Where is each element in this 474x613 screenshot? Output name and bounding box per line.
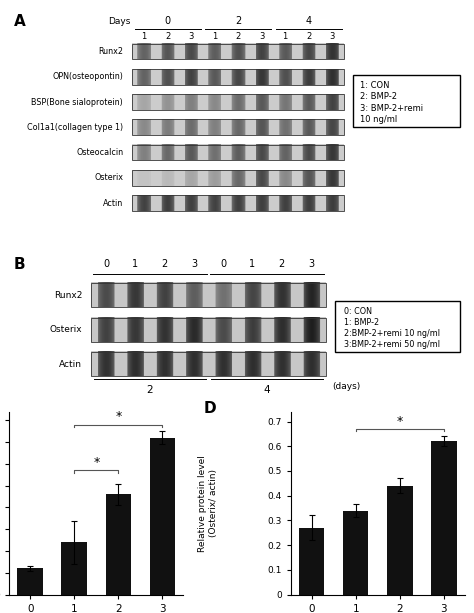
Bar bbox=[132, 120, 344, 135]
Text: Days: Days bbox=[108, 17, 130, 26]
FancyBboxPatch shape bbox=[353, 75, 460, 128]
Text: 3: 3 bbox=[329, 32, 335, 41]
Text: *: * bbox=[397, 414, 403, 428]
Bar bbox=[132, 170, 344, 186]
Text: Runx2: Runx2 bbox=[98, 47, 123, 56]
Text: 1: CON: 1: CON bbox=[360, 81, 389, 90]
Bar bbox=[106, 495, 131, 595]
Text: Osterix: Osterix bbox=[50, 326, 82, 334]
Bar bbox=[91, 283, 326, 308]
Text: 1: 1 bbox=[249, 259, 255, 268]
Text: 10 ng/ml: 10 ng/ml bbox=[360, 115, 397, 124]
Bar bbox=[91, 318, 326, 342]
Bar bbox=[132, 94, 344, 110]
Text: BSP(Bone sialoprotein): BSP(Bone sialoprotein) bbox=[31, 97, 123, 107]
Bar bbox=[18, 568, 43, 595]
Text: 4: 4 bbox=[264, 385, 271, 395]
Bar bbox=[299, 528, 324, 595]
Text: 1: 1 bbox=[283, 32, 288, 41]
Text: 3: 3 bbox=[189, 32, 194, 41]
Text: Osterix: Osterix bbox=[94, 173, 123, 182]
Text: 2: 2 bbox=[306, 32, 311, 41]
Text: A: A bbox=[14, 15, 26, 29]
Y-axis label: Relative protein level
(Osterix/ actin): Relative protein level (Osterix/ actin) bbox=[199, 455, 218, 552]
Text: Osteocalcin: Osteocalcin bbox=[76, 148, 123, 157]
Text: *: * bbox=[115, 410, 121, 424]
FancyBboxPatch shape bbox=[335, 301, 460, 352]
Text: 2: 2 bbox=[236, 32, 241, 41]
Text: Actin: Actin bbox=[103, 199, 123, 208]
Text: 3: 3 bbox=[191, 259, 197, 268]
Text: 2:BMP-2+remi 10 ng/ml: 2:BMP-2+remi 10 ng/ml bbox=[344, 329, 440, 338]
Text: D: D bbox=[204, 401, 217, 416]
Text: 2: 2 bbox=[146, 385, 153, 395]
Text: *: * bbox=[93, 456, 100, 469]
Text: OPN(osteopontin): OPN(osteopontin) bbox=[52, 72, 123, 82]
Text: Actin: Actin bbox=[59, 360, 82, 368]
Text: 1: 1 bbox=[132, 259, 138, 268]
Bar bbox=[132, 196, 344, 211]
Text: 0: CON: 0: CON bbox=[344, 306, 372, 316]
Text: 3:BMP-2+remi 50 ng/ml: 3:BMP-2+remi 50 ng/ml bbox=[344, 340, 440, 349]
Text: B: B bbox=[14, 257, 26, 272]
Text: Runx2: Runx2 bbox=[54, 291, 82, 300]
Text: (days): (days) bbox=[333, 382, 361, 391]
Text: 2: BMP-2: 2: BMP-2 bbox=[360, 93, 397, 101]
Bar bbox=[132, 44, 344, 59]
Text: Col1a1(collagen type 1): Col1a1(collagen type 1) bbox=[27, 123, 123, 132]
Text: 2: 2 bbox=[279, 259, 285, 268]
Text: 0: 0 bbox=[164, 15, 171, 26]
Text: 3: BMP-2+remi: 3: BMP-2+remi bbox=[360, 104, 423, 113]
Text: 3: 3 bbox=[259, 32, 264, 41]
Bar bbox=[62, 543, 87, 595]
Text: 0: 0 bbox=[103, 259, 109, 268]
Bar bbox=[150, 438, 175, 595]
Bar bbox=[387, 486, 412, 595]
Bar bbox=[343, 511, 368, 595]
Text: 2: 2 bbox=[235, 15, 241, 26]
Bar bbox=[132, 145, 344, 161]
Text: 4: 4 bbox=[306, 15, 312, 26]
Text: 1: 1 bbox=[212, 32, 217, 41]
Bar bbox=[132, 69, 344, 85]
Text: 2: 2 bbox=[162, 259, 168, 268]
Bar bbox=[91, 352, 326, 376]
Text: 2: 2 bbox=[165, 32, 170, 41]
Text: 3: 3 bbox=[308, 259, 314, 268]
Text: 1: BMP-2: 1: BMP-2 bbox=[344, 318, 379, 327]
Text: 1: 1 bbox=[141, 32, 147, 41]
Text: 0: 0 bbox=[220, 259, 226, 268]
Bar bbox=[431, 441, 456, 595]
